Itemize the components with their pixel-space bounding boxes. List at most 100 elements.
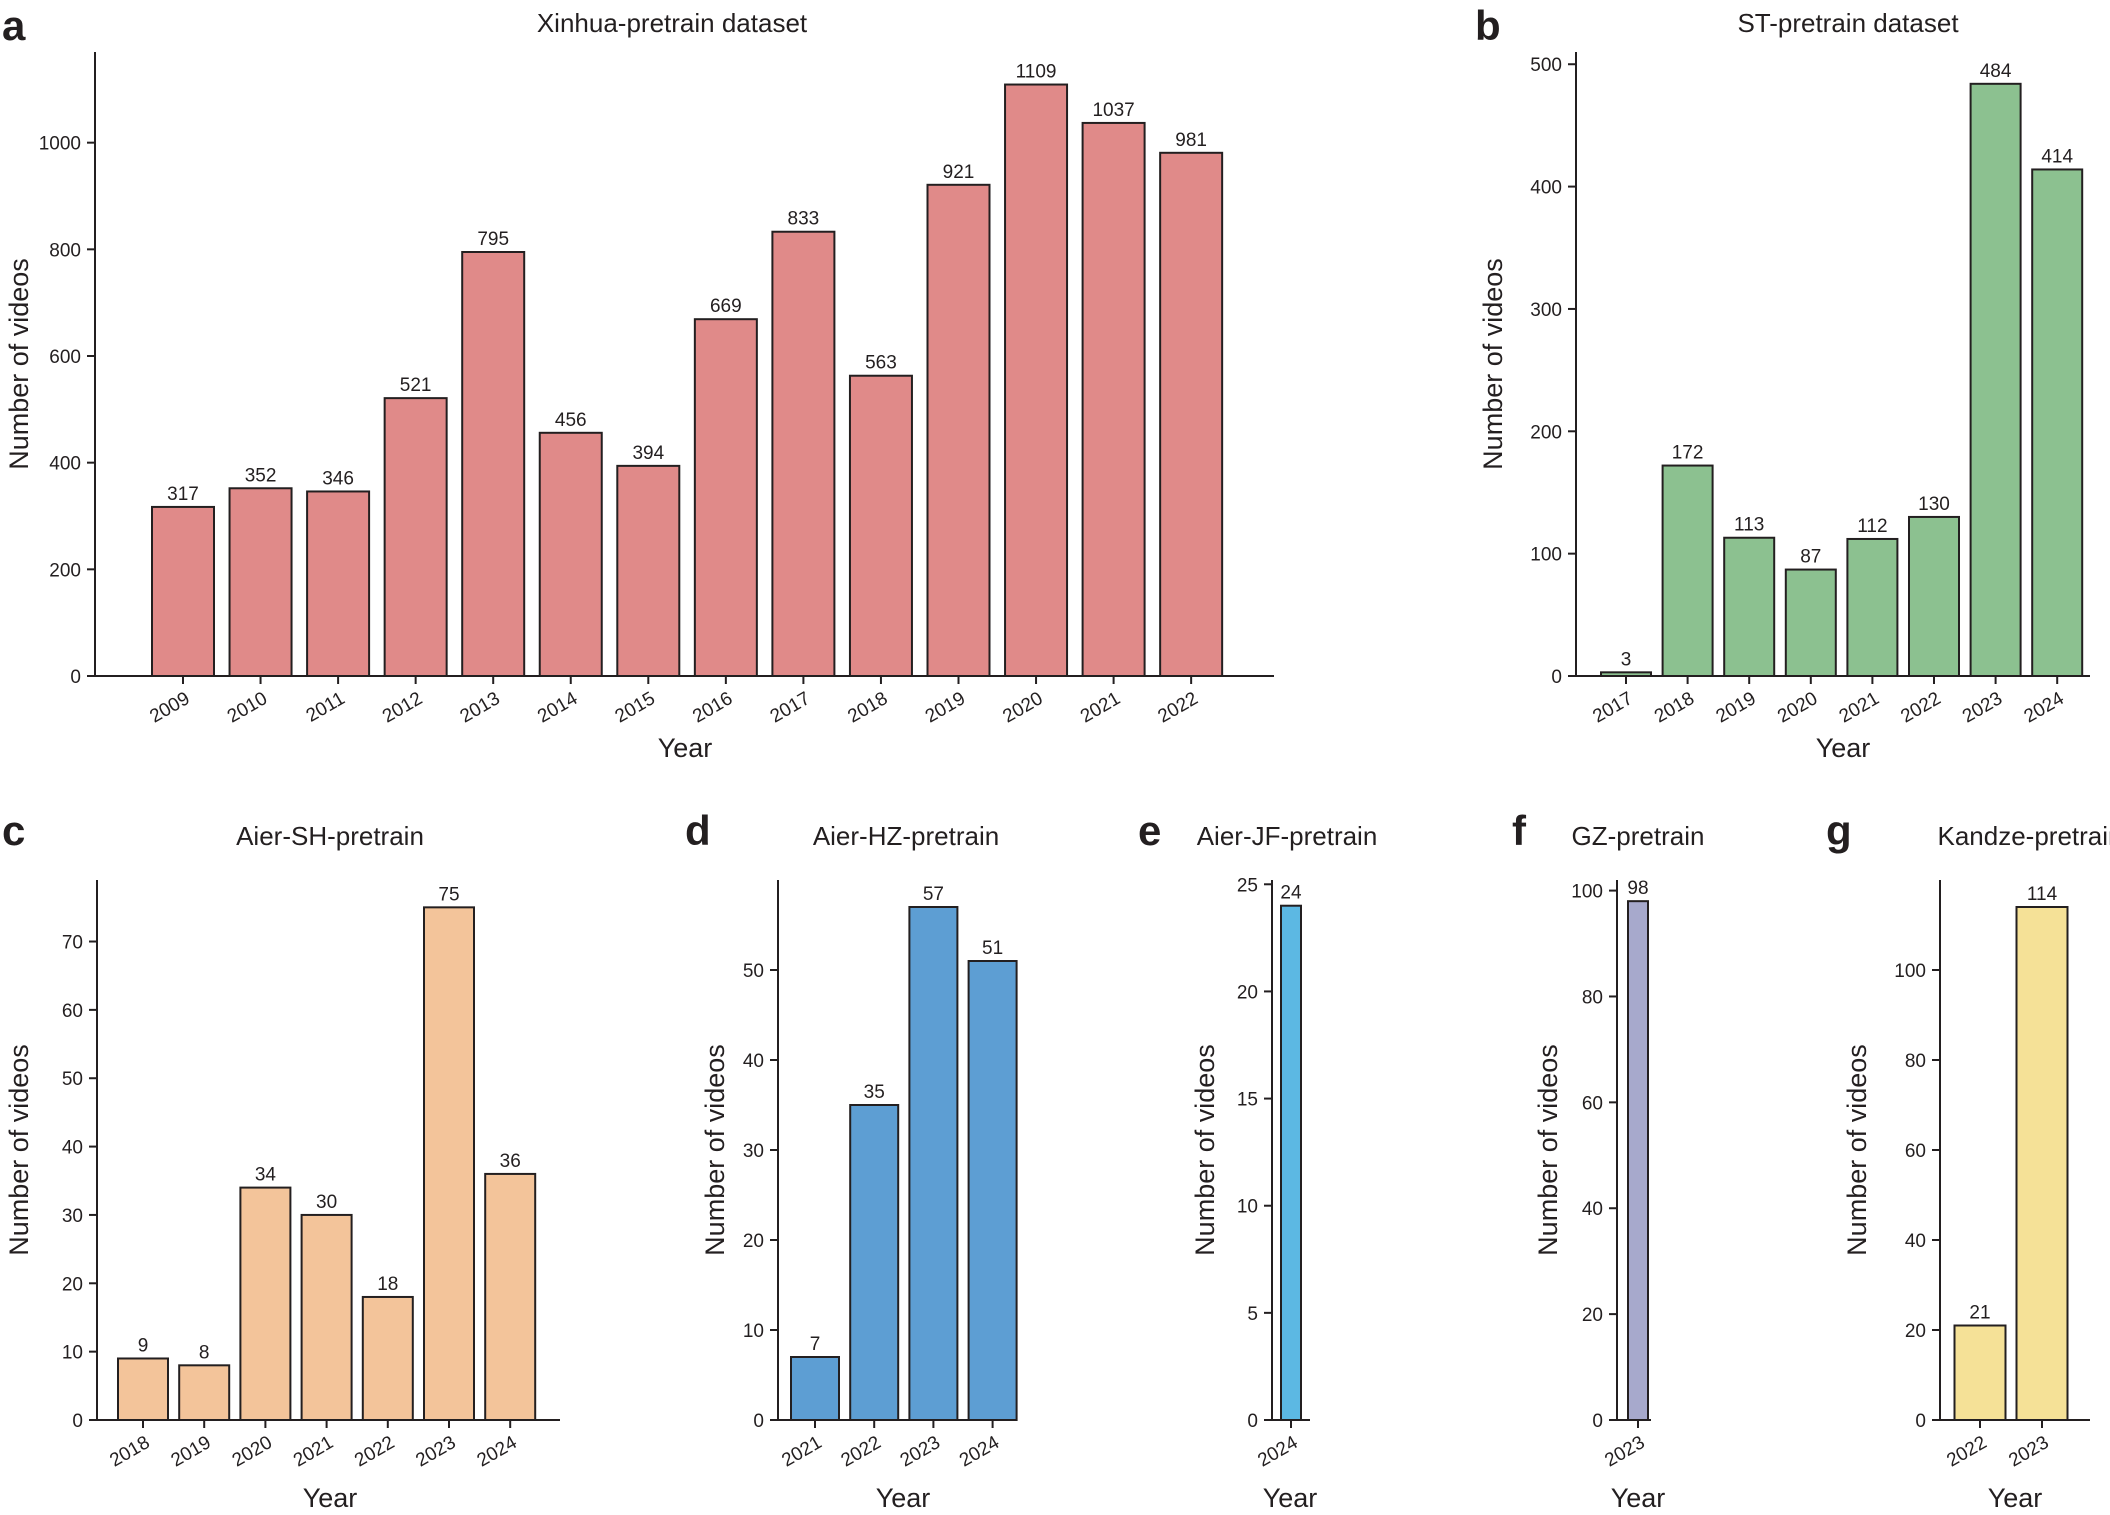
chart-d-x-tick-label: 2021 xyxy=(778,1432,825,1471)
chart-c-data-label: 9 xyxy=(138,1335,149,1356)
chart-c-data-label: 75 xyxy=(438,884,459,905)
chart-b-bar xyxy=(1723,536,1776,677)
chart-a-bar xyxy=(848,374,913,677)
chart-f-y-tick-label: 20 xyxy=(1582,1305,1603,1326)
chart-a-x-tick-label: 2021 xyxy=(1077,688,1124,727)
chart-e-y-tick-label: 15 xyxy=(1237,1090,1258,1111)
chart-a-x-tick-label: 2015 xyxy=(612,688,659,727)
chart-a-bar xyxy=(926,183,991,678)
chart-d-data-label: 51 xyxy=(982,938,1003,959)
chart-b-data-label: 414 xyxy=(2041,146,2073,167)
chart-a-bar xyxy=(151,505,215,677)
chart-a-data-label: 394 xyxy=(632,443,664,464)
chart-b-y-axis-title: Number of videos xyxy=(1478,258,1508,470)
chart-c-x-tick-label: 2020 xyxy=(229,1432,276,1471)
chart-c-x-tick-label: 2024 xyxy=(474,1432,521,1472)
chart-b-x-tick-label: 2017 xyxy=(1589,688,1636,727)
chart-g-y-axis-title: Number of videos xyxy=(1842,1044,1872,1256)
chart-c-bar xyxy=(484,1172,537,1422)
chart-a-bar xyxy=(228,487,293,677)
chart-a-x-tick-label: 2009 xyxy=(146,688,193,727)
chart-c-y-tick-label: 60 xyxy=(62,1001,83,1022)
chart-b-x-tick-label: 2019 xyxy=(1713,688,1760,727)
chart-f-panel-letter: f xyxy=(1512,807,1527,854)
chart-a-bar xyxy=(461,251,526,677)
chart-c-data-label: 34 xyxy=(255,1165,277,1186)
chart-d-data-label: 35 xyxy=(864,1082,885,1103)
chart-b-x-tick-label: 2021 xyxy=(1836,688,1883,727)
chart-a-y-axis-title: Number of videos xyxy=(4,258,34,470)
chart-a-bar xyxy=(616,464,681,677)
chart-g-bar xyxy=(2015,906,2069,1421)
chart-f-y-tick-label: 0 xyxy=(1592,1411,1603,1432)
chart-f-x-tick-label: 2023 xyxy=(1601,1432,1648,1471)
chart-a-x-tick-label: 2010 xyxy=(224,688,271,727)
chart-a-bar xyxy=(383,397,448,677)
chart-b-y-tick-label: 300 xyxy=(1530,300,1562,321)
chart-a-title: Xinhua-pretrain dataset xyxy=(537,8,808,38)
chart-b-x-axis-title: Year xyxy=(1816,733,1871,763)
chart-b-x-tick-label: 2022 xyxy=(1897,688,1944,727)
chart-b-data-label: 172 xyxy=(1672,443,1704,464)
chart-a-y-tick-label: 200 xyxy=(49,560,81,581)
chart-g-data-label: 21 xyxy=(1969,1303,1990,1324)
chart-a-data-label: 1037 xyxy=(1092,100,1134,121)
chart-g-y-tick-label: 80 xyxy=(1905,1051,1926,1072)
chart-b-data-label: 484 xyxy=(1980,61,2012,82)
chart-d-y-tick-label: 40 xyxy=(743,1051,764,1072)
chart-c-data-label: 18 xyxy=(377,1274,398,1295)
chart-d-y-axis-title: Number of videos xyxy=(700,1044,730,1256)
chart-c-x-axis-title: Year xyxy=(303,1483,358,1513)
chart-a-data-label: 921 xyxy=(943,162,975,183)
chart-b-bar xyxy=(1661,464,1714,677)
chart-a-bar xyxy=(306,490,371,678)
chart-a-y-tick-label: 800 xyxy=(49,240,81,261)
chart-e-y-tick-label: 0 xyxy=(1247,1411,1258,1432)
chart-a-bar xyxy=(1081,121,1146,677)
chart-a-bar xyxy=(1159,151,1224,678)
chart-b-y-tick-label: 500 xyxy=(1530,55,1562,76)
chart-a-bar xyxy=(538,431,603,677)
chart-g-y-tick-label: 0 xyxy=(1915,1411,1926,1432)
chart-e-y-tick-label: 5 xyxy=(1247,1304,1258,1325)
chart-c-bar xyxy=(178,1364,231,1421)
chart-b-y-tick-label: 400 xyxy=(1530,178,1562,199)
chart-b-y-tick-label: 100 xyxy=(1530,545,1562,566)
chart-b-y-tick-label: 200 xyxy=(1530,422,1562,443)
chart-d-data-label: 7 xyxy=(810,1334,821,1355)
chart-e-data-label: 24 xyxy=(1280,883,1302,904)
chart-c-y-tick-label: 0 xyxy=(72,1411,83,1432)
chart-b-x-tick-label: 2024 xyxy=(2021,688,2068,728)
chart-a-x-tick-label: 2022 xyxy=(1155,688,1202,727)
chart-d-x-tick-label: 2023 xyxy=(897,1432,944,1471)
chart-a-data-label: 833 xyxy=(788,209,820,230)
chart-f-x-axis-title: Year xyxy=(1611,1483,1666,1513)
chart-a-x-tick-label: 2016 xyxy=(689,688,736,727)
chart-c-bar xyxy=(239,1186,292,1422)
chart-b-bar xyxy=(1784,568,1837,677)
chart-a-y-tick-label: 0 xyxy=(70,667,81,688)
chart-a-bar xyxy=(693,318,758,677)
chart-b-x-tick-label: 2018 xyxy=(1651,688,1698,727)
chart-a-x-tick-label: 2014 xyxy=(534,688,581,728)
chart-g-data-label: 114 xyxy=(2027,884,2058,905)
chart-d-x-tick-label: 2024 xyxy=(956,1432,1003,1472)
chart-a-data-label: 317 xyxy=(167,484,199,505)
chart-c-x-tick-label: 2019 xyxy=(168,1432,215,1471)
chart-g-bar xyxy=(1953,1324,2007,1421)
chart-c-x-tick-label: 2023 xyxy=(412,1432,459,1471)
chart-a-x-tick-label: 2018 xyxy=(844,688,891,727)
chart-d-y-tick-label: 30 xyxy=(743,1141,764,1162)
chart-d-y-tick-label: 10 xyxy=(743,1321,764,1342)
chart-e-y-tick-label: 10 xyxy=(1237,1197,1258,1218)
chart-f-data-label: 98 xyxy=(1627,878,1648,899)
chart-b-data-label: 130 xyxy=(1918,494,1950,515)
chart-a-x-tick-label: 2020 xyxy=(999,688,1046,727)
chart-c-data-label: 36 xyxy=(500,1151,521,1172)
chart-f-title: GZ-pretrain xyxy=(1572,821,1705,851)
chart-c-y-tick-label: 40 xyxy=(62,1138,83,1159)
chart-d-y-tick-label: 0 xyxy=(753,1411,764,1432)
chart-a-x-tick-label: 2017 xyxy=(767,688,814,727)
chart-b-data-label: 87 xyxy=(1800,547,1821,568)
